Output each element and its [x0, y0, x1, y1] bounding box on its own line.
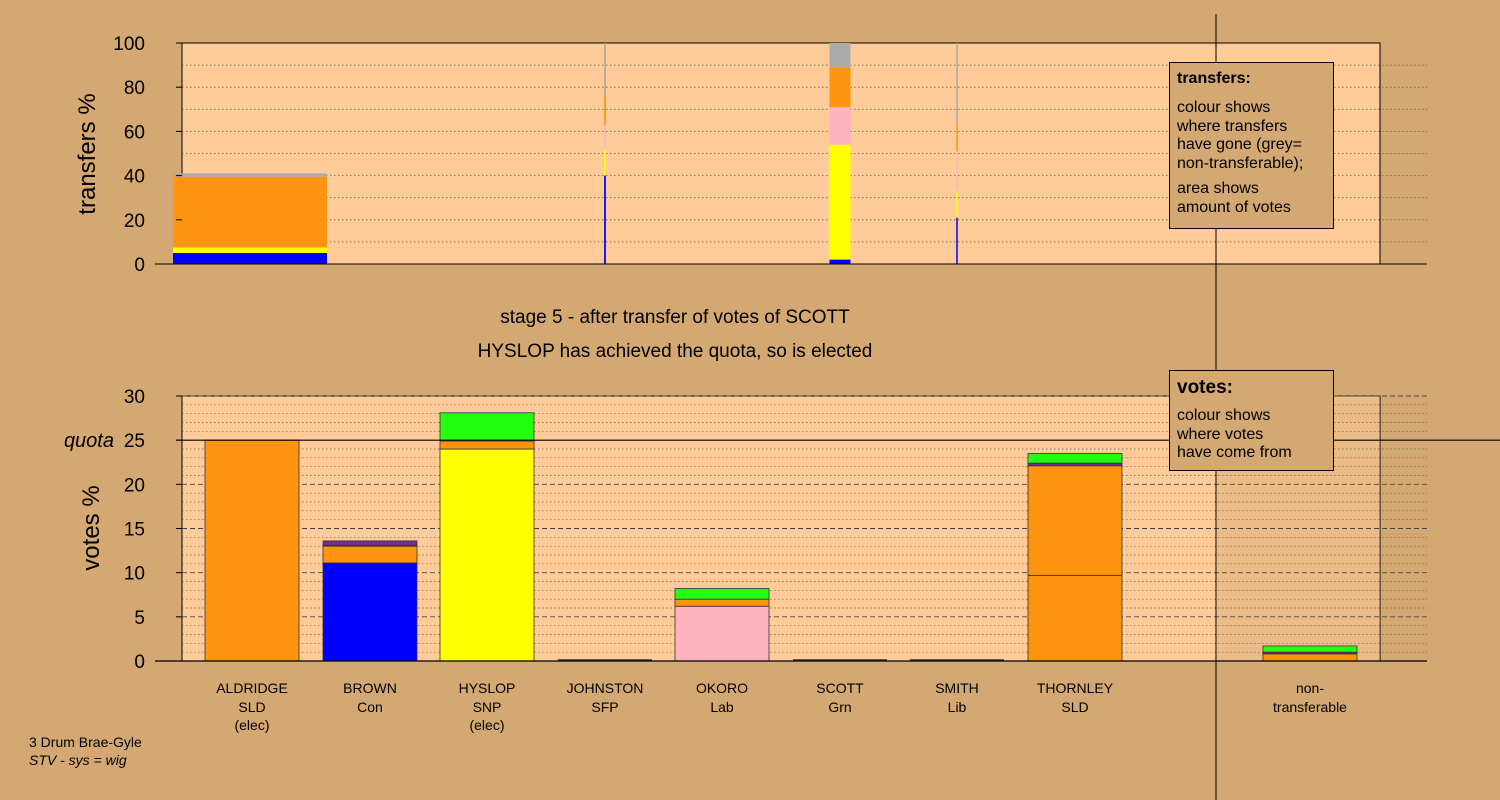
transfer-bar-segment [956, 124, 958, 152]
transfers-legend-title: transfers: [1177, 70, 1251, 87]
vote-bar-segment [1262, 653, 1358, 662]
vote-bar-segment [204, 439, 300, 662]
vote-bar-segment [322, 545, 418, 564]
vote-bar-segment [674, 588, 770, 600]
transfer-bar-segment [604, 43, 606, 97]
candidate-name-label: non- [1296, 680, 1324, 696]
votes-legend-line: colour shows [1177, 407, 1271, 424]
transfers-legend-line: where transfers [1177, 117, 1288, 135]
votes-legend-line: have come from [1177, 444, 1292, 461]
candidate-name-label: BROWN [343, 680, 397, 696]
candidate-name-label: OKORO [696, 680, 748, 696]
voting-system: STV - sys = wig [29, 752, 127, 768]
transfers-legend-line: have gone (grey= [1177, 136, 1302, 153]
vote-bar-segment [322, 540, 418, 546]
vote-bar-segment [322, 562, 418, 662]
ward-name: 3 Drum Brae-Gyle [29, 734, 142, 750]
transfer-bar-segment [604, 175, 606, 264]
votes-y-tick-label: 30 [124, 387, 145, 408]
transfers-legend-line: amount of votes [1177, 198, 1291, 216]
transfers-y-tick-label: 20 [124, 211, 145, 232]
transfer-bar-segment [173, 252, 327, 264]
transfer-bar-segment [173, 247, 327, 253]
transfers-y-axis-label: transfers % [74, 93, 101, 214]
transfer-bar-segment [956, 151, 958, 192]
candidate-party-label: Grn [828, 699, 851, 715]
transfer-bar-segment [829, 259, 851, 264]
transfer-bar-segment [956, 191, 958, 218]
transfer-bar-segment [829, 43, 851, 68]
votes-legend-title: votes: [1177, 377, 1233, 398]
candidate-party-label: Lib [948, 699, 967, 715]
votes-y-tick-label: 5 [134, 608, 145, 629]
vote-bar-segment [1262, 645, 1358, 653]
vote-bar-segment [439, 412, 535, 442]
transfer-bar-segment [829, 144, 851, 260]
transfer-bar-segment [956, 43, 958, 125]
candidate-party-label: SLD [238, 699, 265, 715]
votes-y-axis-label: votes % [78, 485, 105, 570]
candidate-name-label: ALDRIDGE [216, 680, 288, 696]
transfer-bar-segment [173, 173, 327, 177]
transfers-y-tick-label: 0 [134, 255, 145, 276]
candidate-party-label: SLD [1061, 699, 1088, 715]
stage-line-2: HYSLOP has achieved the quota, so is ele… [478, 341, 873, 362]
candidate-party-label: SNP [473, 699, 502, 715]
transfer-bar-segment [604, 96, 606, 125]
candidate-party-label: transferable [1273, 699, 1347, 715]
vote-bar-segment [1027, 453, 1123, 464]
candidate-party-label: Lab [710, 699, 734, 715]
vote-bar-segment [1027, 574, 1123, 662]
votes-y-tick-label: 20 [124, 475, 145, 496]
vote-bar-segment [439, 448, 535, 662]
transfer-bar-segment [829, 107, 851, 145]
transfers-y-tick-label: 40 [124, 167, 145, 188]
transfer-bar-segment [956, 217, 958, 264]
vote-bar-segment [674, 605, 770, 662]
votes-y-tick-label: 0 [134, 652, 145, 673]
candidate-status-label: (elec) [234, 717, 269, 733]
transfers-y-tick-label: 60 [124, 122, 145, 143]
transfer-bar-segment [604, 124, 606, 150]
votes-legend-line: where votes [1177, 425, 1264, 443]
candidate-party-label: Con [357, 699, 383, 715]
votes-y-tick-label: 15 [124, 520, 145, 541]
transfers-y-tick-label: 80 [124, 78, 145, 99]
vote-bar-segment [674, 598, 770, 607]
candidate-name-label: THORNLEY [1037, 680, 1114, 696]
candidate-name-label: SMITH [935, 680, 979, 696]
candidate-name-label: JOHNSTON [567, 680, 644, 696]
transfers-legend-line: colour shows [1177, 99, 1271, 116]
votes-legend: votes: colour shows where votes have com… [1169, 370, 1334, 471]
vote-bar-segment [439, 440, 535, 450]
quota-label: quota [64, 430, 114, 452]
stage-line-1: stage 5 - after transfer of votes of SCO… [500, 307, 850, 328]
candidate-status-label: (elec) [469, 717, 504, 733]
candidate-name-label: HYSLOP [459, 680, 516, 696]
vote-bar-segment [1027, 465, 1123, 576]
votes-y-tick-label: 10 [124, 564, 145, 585]
transfer-bar-segment [173, 176, 327, 248]
votes-y-tick-label: 25 [124, 431, 145, 452]
transfers-y-tick-label: 100 [113, 34, 145, 55]
candidate-name-label: SCOTT [816, 680, 864, 696]
transfers-legend-line: non-transferable); [1177, 154, 1304, 172]
transfers-legend-line: area shows [1177, 180, 1259, 197]
transfers-legend: transfers: colour shows where transfers … [1169, 62, 1334, 229]
transfer-bar-segment [604, 149, 606, 176]
candidate-party-label: SFP [591, 699, 618, 715]
transfer-bar-segment [829, 67, 851, 108]
